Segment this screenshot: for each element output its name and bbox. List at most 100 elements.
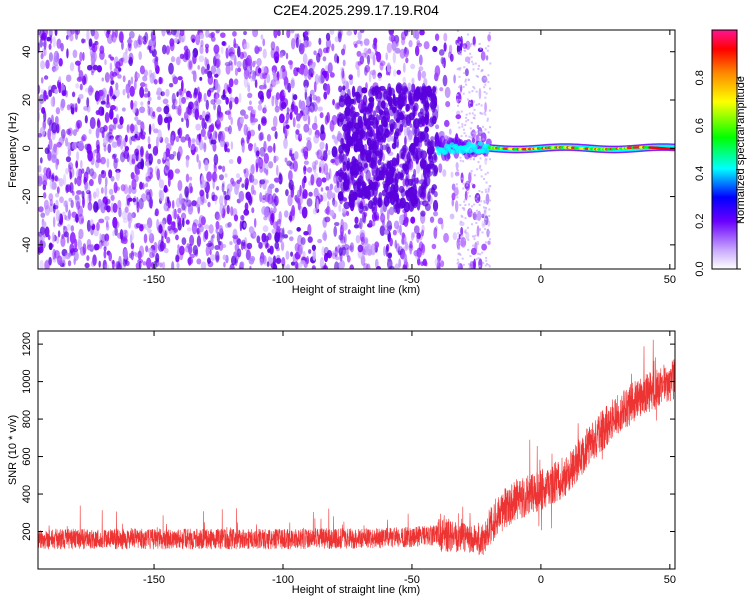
heatmap-cell [105,30,110,39]
heatmap-cell [360,236,365,246]
heatmap-cell [469,209,472,212]
heatmap-cell [488,238,491,241]
heatmap-cell [246,177,250,187]
heatmap-cell [60,219,64,226]
heatmap-cell [46,36,52,42]
heatmap-cell [485,259,488,262]
heatmap-cell [477,161,480,164]
spectrogram-y-tick-label: 20 [21,94,33,106]
heatmap-cell [289,60,293,70]
heatmap-cell [445,100,451,108]
heatmap-cell [355,234,361,244]
heatmap-cell [257,104,263,111]
heatmap-cell [318,37,322,46]
heatmap-cell [243,30,247,36]
heatmap-cell [137,250,142,260]
heatmap-cell [287,82,292,93]
heatmap-cell [140,223,144,229]
heatmap-cell [345,210,350,217]
heatmap-cell [451,192,456,201]
heatmap-cell [368,70,372,83]
heatmap-cell [188,182,193,194]
heatmap-cell [133,79,137,91]
heatmap-cell [122,88,126,96]
heatmap-cell [357,115,363,125]
heatmap-cell [201,179,207,189]
heatmap-cell [275,220,282,228]
heatmap-cell [126,153,130,163]
heatmap-cell [147,136,151,144]
heatmap-cell [143,223,150,230]
heatmap-cell [69,182,74,194]
heatmap-cell [168,62,174,75]
heatmap-cell [308,127,313,136]
heatmap-cell [357,244,364,253]
heatmap-cell [216,185,220,191]
heatmap-cell [111,31,117,43]
heatmap-cell [271,228,277,234]
heatmap-cell [192,52,195,64]
heatmap-cell [272,115,278,128]
heatmap-cell [227,86,231,93]
heatmap-cell [418,66,424,72]
heatmap-cell [331,252,337,260]
heatmap-cell [410,231,414,241]
heatmap-cell [90,30,96,37]
heatmap-cell [208,242,215,251]
heatmap-cell [420,243,426,256]
heatmap-cell [366,137,372,147]
heatmap-cell [94,243,100,251]
heatmap-cell [465,83,468,86]
heatmap-cell [93,149,100,154]
heatmap-cell [365,118,371,130]
heatmap-cell [418,241,424,252]
heatmap-cell [291,101,294,113]
heatmap-cell [105,223,110,231]
heatmap-cell [290,30,295,34]
heatmap-cell [130,250,134,261]
heatmap-cell [203,92,207,103]
heatmap-cell [460,50,463,53]
heatmap-cell [198,91,201,104]
heatmap-cell [461,177,464,180]
heatmap-cell [168,153,175,160]
heatmap-cell [422,258,427,266]
heatmap-cell [214,131,218,139]
heatmap-cell [130,229,135,241]
heatmap-cell [237,67,242,73]
heatmap-cell [392,107,396,114]
heatmap-cell [349,264,355,269]
heatmap-cell [325,32,331,41]
heatmap-cell [472,63,475,66]
heatmap-cell [399,123,404,133]
heatmap-cell [154,59,159,71]
heatmap-cell [437,217,444,225]
heatmap-cell [480,214,483,217]
heatmap-cell [112,230,115,237]
heatmap-cell [76,200,81,210]
colorbar-tick-label: 0.2 [694,214,706,229]
heatmap-cell [54,30,58,37]
heatmap-cell [479,157,482,160]
heatmap-cell [319,160,325,166]
heatmap-cell [134,116,139,122]
heatmap-cell [208,33,214,39]
heatmap-cell [267,185,273,196]
heatmap-cell [124,145,129,151]
heatmap-cell [273,255,277,265]
heatmap-cell [185,158,189,168]
heatmap-cell [263,78,267,89]
heatmap-cell [261,116,267,124]
heatmap-cell [484,113,487,116]
heatmap-cell [487,188,490,191]
snr-y-tick-label: 400 [21,485,33,503]
heatmap-cell [339,235,346,244]
heatmap-cell [313,81,317,93]
heatmap-cell [484,209,487,212]
heatmap-cell [274,105,280,113]
heatmap-cell [301,206,308,219]
heatmap-cell [463,207,466,210]
heatmap-cell [84,181,91,193]
heatmap-cell [298,39,302,45]
heatmap-cell [347,121,354,129]
